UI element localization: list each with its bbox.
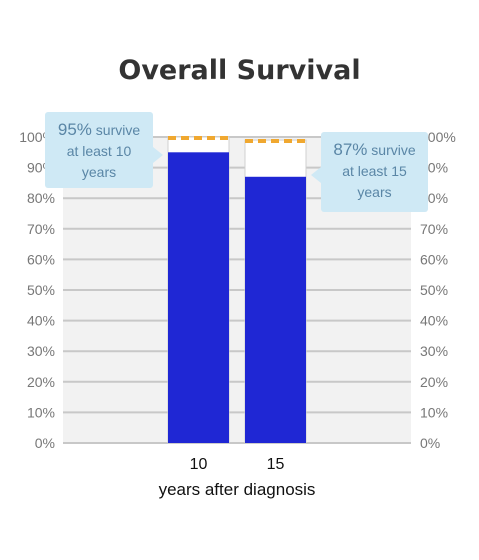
callout-10-text2: at least 10 bbox=[66, 143, 132, 159]
y-tick-label-right: 60% bbox=[420, 251, 448, 267]
y-tick-label-left: 70% bbox=[27, 221, 55, 237]
y-tick-label-right: 30% bbox=[420, 343, 448, 359]
callout-10-text3: years bbox=[81, 164, 117, 180]
y-tick-label-right: 0% bbox=[420, 435, 440, 451]
y-tick-label-right: 40% bbox=[420, 313, 448, 329]
y-tick-label-left: 30% bbox=[27, 343, 55, 359]
bar-10 bbox=[168, 152, 229, 444]
y-tick-label-right: 100% bbox=[420, 129, 456, 145]
callout-15-years: 87% survive at least 15 years bbox=[311, 132, 428, 212]
y-tick-label-left: 60% bbox=[27, 251, 55, 267]
callout-15-text1: survive bbox=[371, 142, 416, 158]
y-tick-label-right: 50% bbox=[420, 282, 448, 298]
x-tick-label: 10 bbox=[190, 456, 208, 473]
callout-15-percent: 87% bbox=[333, 140, 368, 159]
bar-15 bbox=[245, 176, 306, 443]
callout-15-text2: at least 15 bbox=[342, 163, 407, 179]
callout-10-percent: 95% bbox=[57, 120, 92, 139]
y-tick-label-left: 40% bbox=[27, 313, 55, 329]
y-tick-label-left: 50% bbox=[27, 282, 55, 298]
callout-10-text1: survive bbox=[95, 122, 141, 138]
chart-title: Overall Survival bbox=[118, 55, 361, 86]
y-tick-label-left: 20% bbox=[27, 374, 55, 390]
callout-15-text3: years bbox=[357, 184, 392, 200]
callout-10-years: 95% survive at least 10 years bbox=[45, 112, 163, 188]
x-tick-label: 15 bbox=[267, 456, 285, 473]
y-tick-label-left: 0% bbox=[35, 435, 55, 451]
y-tick-label-left: 80% bbox=[27, 190, 55, 206]
y-tick-label-right: 20% bbox=[420, 374, 448, 390]
y-tick-label-left: 10% bbox=[27, 404, 55, 420]
x-axis-label: years after diagnosis bbox=[159, 480, 316, 499]
y-tick-label-right: 10% bbox=[420, 404, 448, 420]
y-tick-label-right: 70% bbox=[420, 221, 448, 237]
